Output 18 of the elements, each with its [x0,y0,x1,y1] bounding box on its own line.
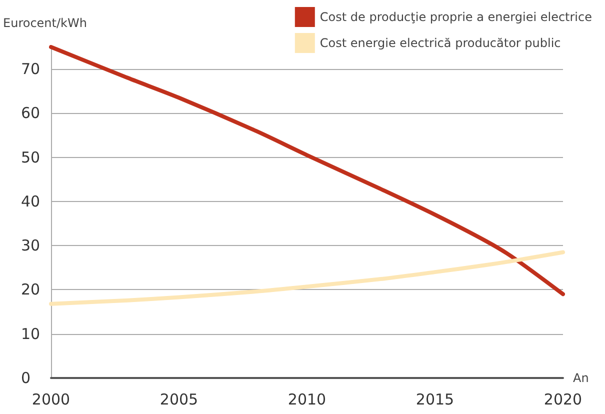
x-axis-title: An [573,371,589,385]
y-tick-label: 70 [21,60,40,78]
y-tick-label: 0 [21,369,31,387]
x-tick-label: 2020 [544,390,582,408]
y-tick-label: 60 [21,104,40,122]
x-tick-label: 2000 [32,390,70,408]
legend-label: Cost de producţie proprie a energiei electrice [320,10,592,24]
y-tick-label: 50 [21,148,40,166]
y-tick-label: 30 [21,236,40,255]
y-tick-label: 40 [21,192,40,210]
x-tick-label: 2010 [288,390,326,408]
line-series [49,250,565,306]
y-tick-label: 20 [21,280,40,299]
legend-label: Cost energie electrică producător public [320,36,561,50]
x-tick-label: 2005 [160,390,198,408]
y-tick-label: 10 [21,324,40,343]
y-axis-title: Eurocent/kWh [3,16,87,30]
x-tick-label: 2015 [416,390,454,408]
